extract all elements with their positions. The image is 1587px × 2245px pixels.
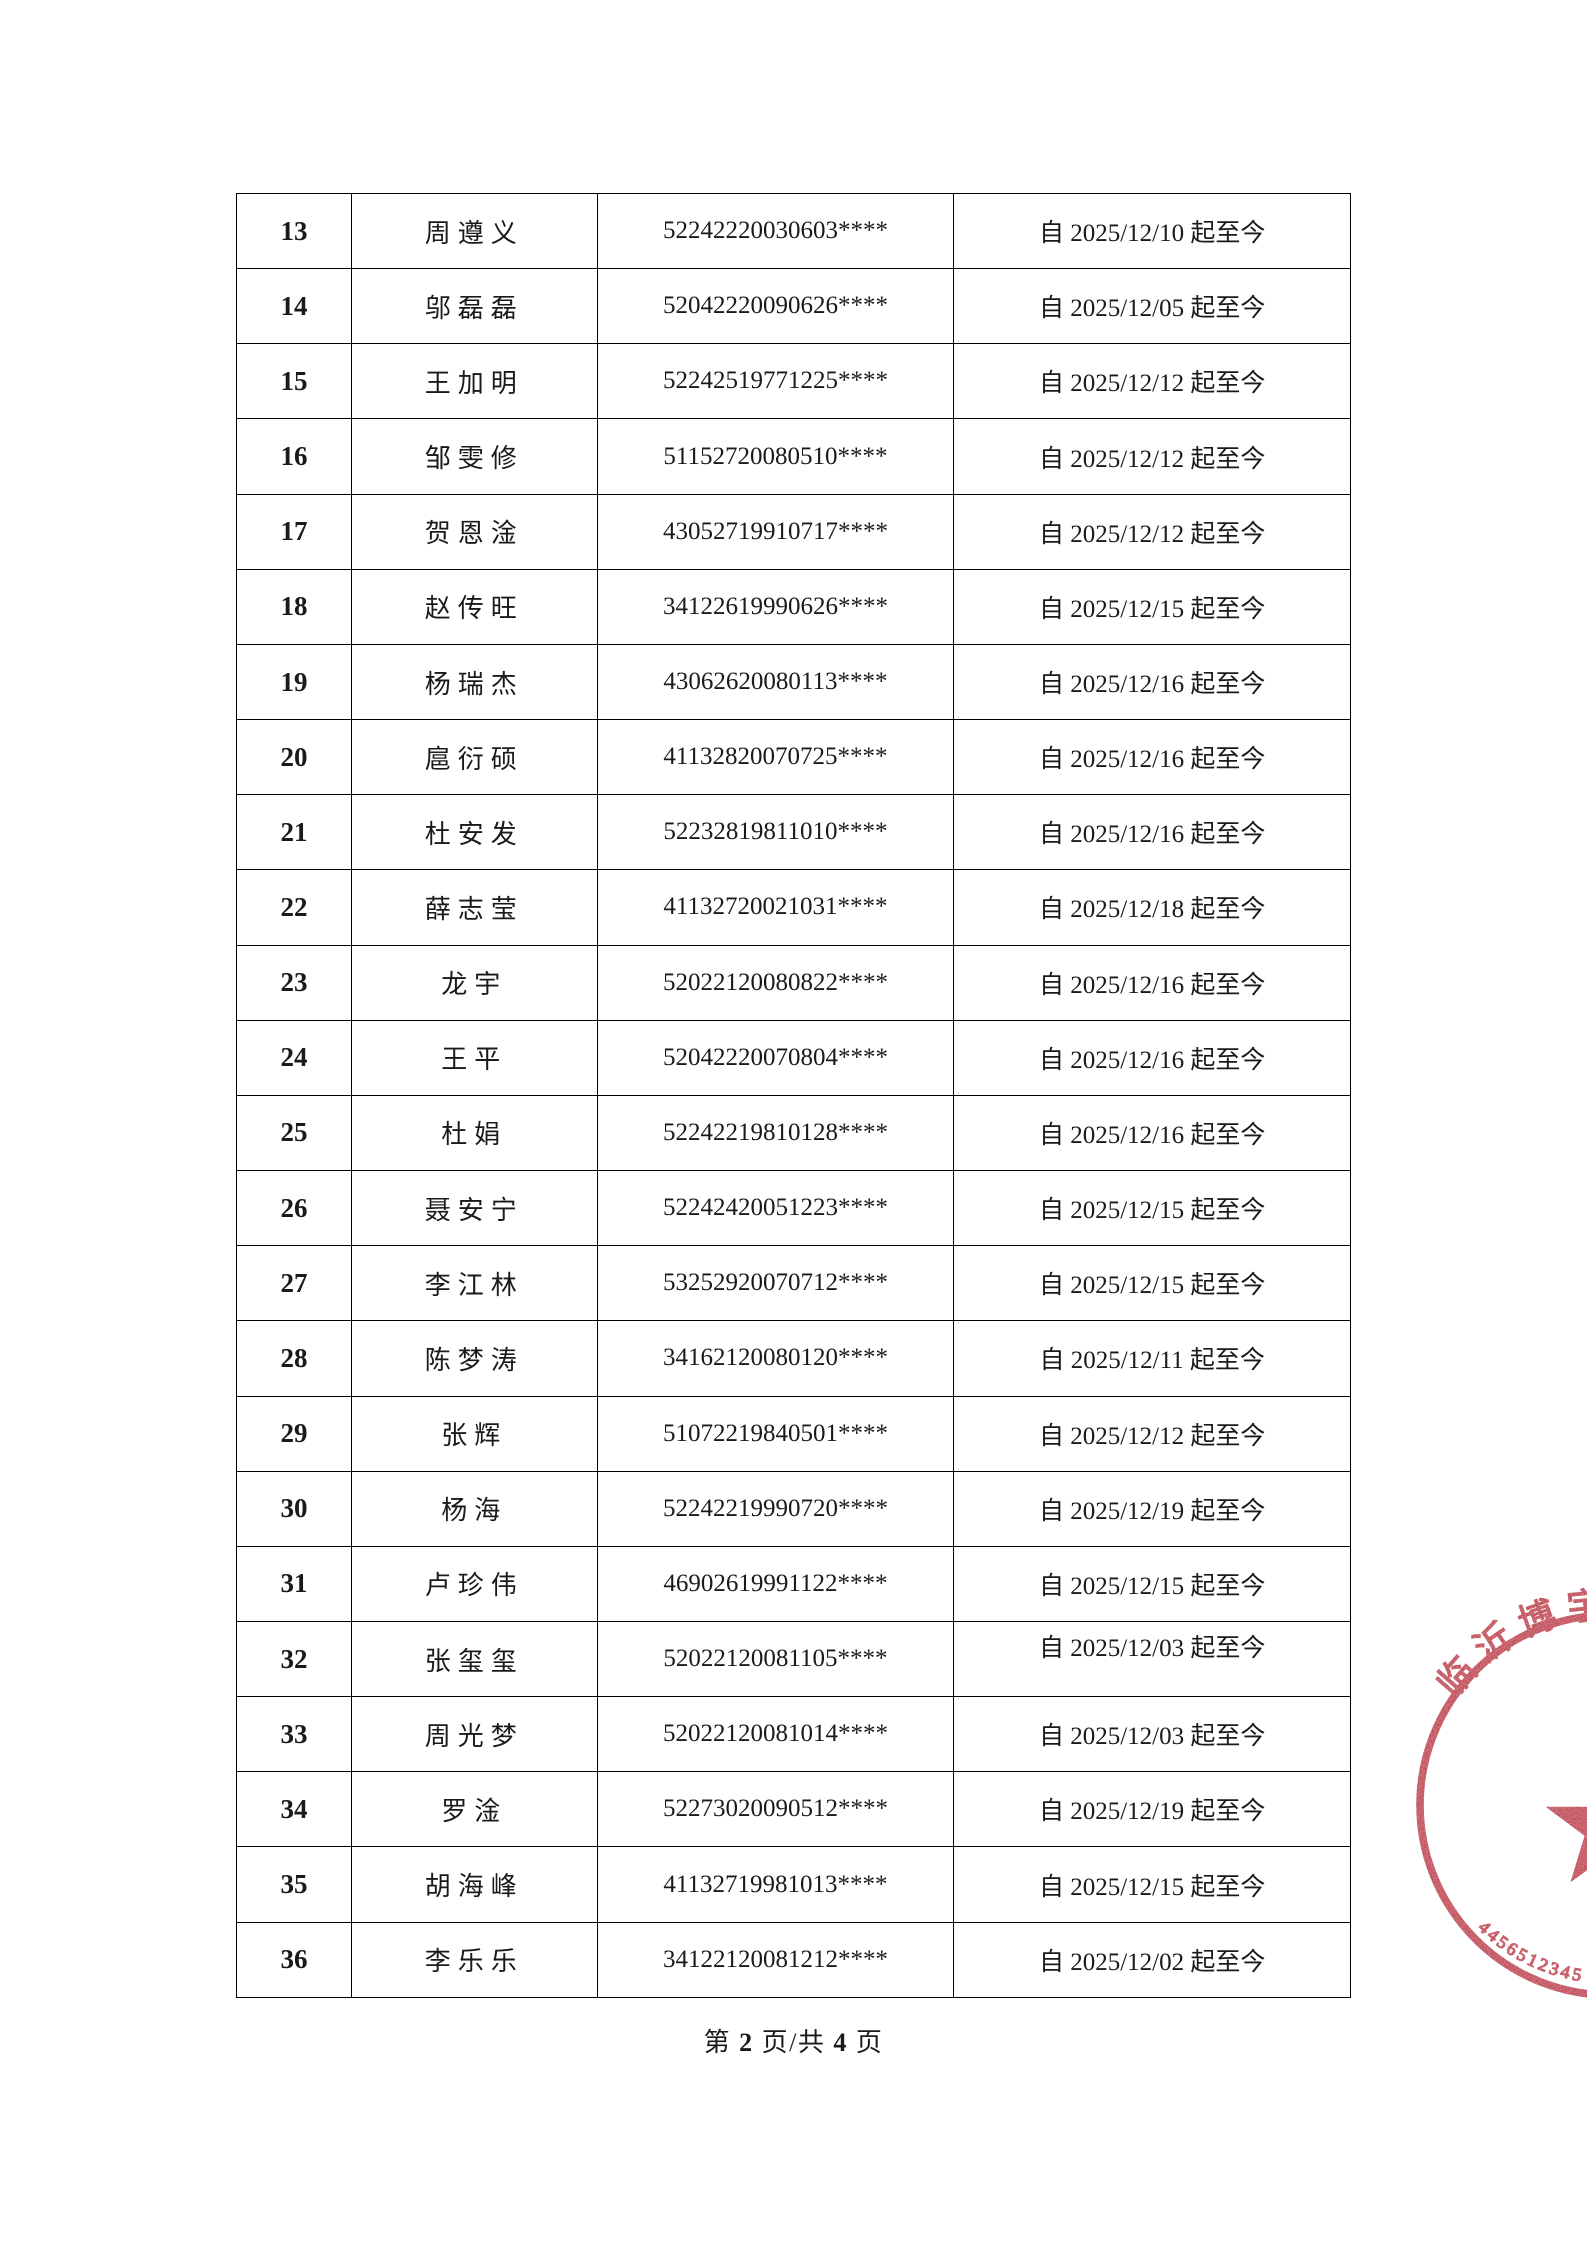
svg-text:临沂博宇: 临沂博宇	[1429, 1583, 1587, 1704]
